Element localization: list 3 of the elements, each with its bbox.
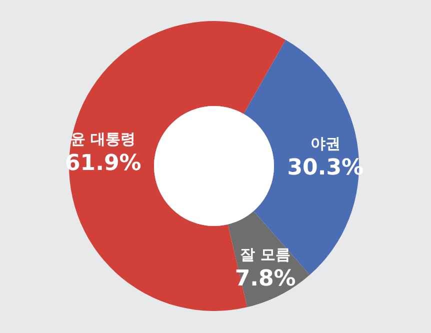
slice-label: 윤 대통령 bbox=[70, 130, 136, 148]
slice-label: 잘 모름 bbox=[240, 246, 290, 264]
slice-label: 야권 bbox=[310, 134, 340, 153]
